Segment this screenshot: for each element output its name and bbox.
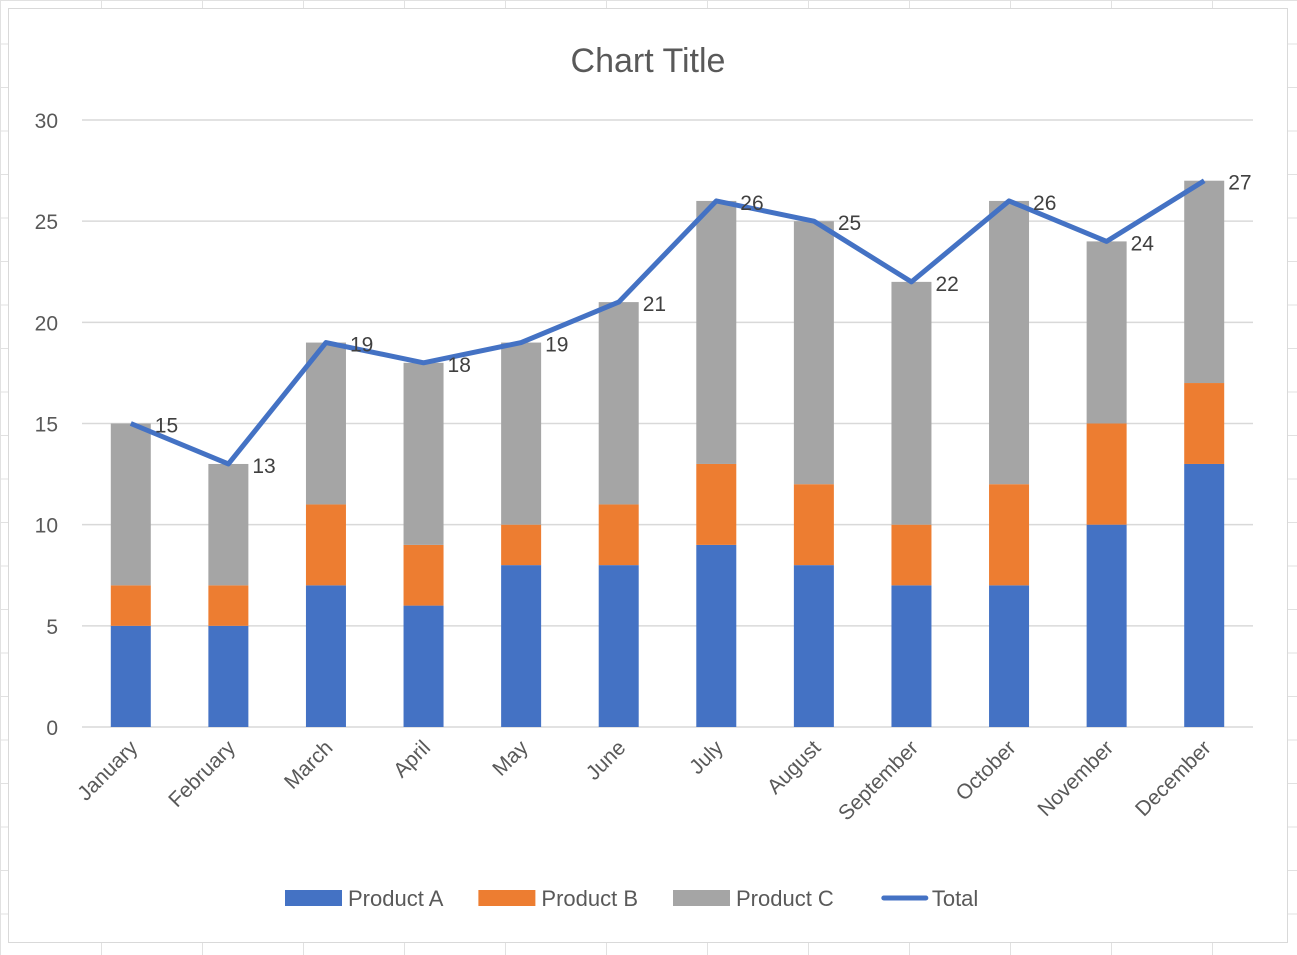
y-tick-label: 15 — [35, 414, 58, 437]
bar-product-c — [1184, 180, 1225, 384]
data-label: 22 — [935, 273, 958, 296]
bar-product-b — [208, 585, 249, 626]
bar-product-b — [793, 484, 834, 566]
bar-product-a — [208, 625, 249, 727]
legend-swatch — [673, 890, 730, 906]
bar-product-c — [501, 342, 542, 525]
data-label: 21 — [643, 293, 666, 316]
x-tick-label: July — [685, 736, 728, 779]
x-tick-label: June — [582, 736, 630, 784]
bar-product-a — [598, 565, 639, 727]
x-tick-label: August — [763, 736, 826, 799]
x-tick-label: May — [488, 736, 533, 781]
bar-product-a — [305, 585, 346, 727]
x-tick-label: December — [1131, 736, 1216, 821]
bar-product-c — [403, 362, 444, 545]
x-tick-label: March — [280, 736, 338, 794]
bar-product-a — [110, 625, 151, 727]
bar-product-a — [403, 605, 444, 727]
bar-product-b — [1086, 423, 1127, 525]
bar-product-c — [891, 281, 932, 525]
bar-product-a — [1086, 524, 1127, 727]
bar-product-c — [989, 200, 1030, 485]
y-tick-label: 20 — [35, 312, 58, 335]
x-tick-label: November — [1033, 736, 1118, 821]
legend-swatch — [478, 890, 536, 906]
x-tick-label: September — [834, 736, 923, 825]
y-tick-label: 25 — [35, 211, 58, 234]
y-tick-label: 10 — [35, 515, 58, 538]
bar-product-b — [305, 504, 346, 586]
bar-product-c — [305, 342, 346, 505]
data-label: 19 — [545, 334, 568, 357]
legend-label: Product B — [541, 886, 638, 911]
legend-label: Total — [932, 886, 978, 911]
data-label: 25 — [838, 212, 861, 235]
bar-product-c — [793, 221, 834, 485]
bar-product-a — [989, 585, 1030, 727]
bar-product-c — [1086, 241, 1127, 424]
y-tick-label: 30 — [35, 110, 58, 133]
bar-product-b — [110, 585, 151, 626]
data-label: 26 — [740, 192, 763, 215]
x-tick-label: February — [164, 736, 240, 812]
data-label: 27 — [1228, 172, 1251, 195]
legend-label: Product A — [348, 886, 444, 911]
bar-product-c — [696, 200, 737, 464]
bar-product-b — [501, 524, 542, 566]
x-tick-label: January — [73, 736, 142, 805]
line-total — [129, 178, 1206, 467]
bar-product-a — [793, 565, 834, 727]
bar-product-a — [696, 544, 737, 727]
y-tick-label: 5 — [46, 616, 58, 639]
bar-product-b — [696, 463, 737, 545]
legend-swatch — [285, 890, 342, 906]
bar-product-a — [501, 565, 542, 727]
chart-title: Chart Title — [571, 42, 726, 80]
data-label: 15 — [155, 415, 178, 438]
bar-product-b — [598, 504, 639, 566]
x-tick-label: October — [951, 736, 1020, 805]
bar-product-b — [403, 544, 444, 606]
bar-product-a — [1184, 463, 1225, 727]
bar-product-b — [891, 524, 932, 586]
bar-product-c — [208, 463, 249, 586]
bar-product-b — [1184, 383, 1225, 464]
data-label: 19 — [350, 334, 373, 357]
bar-product-c — [598, 302, 639, 505]
data-label: 26 — [1033, 192, 1056, 215]
y-tick-label: 0 — [46, 717, 58, 740]
legend-label: Product C — [736, 886, 834, 911]
bar-product-b — [989, 484, 1030, 586]
bar-product-c — [110, 423, 151, 586]
bar-product-a — [891, 585, 932, 727]
data-label: 24 — [1131, 232, 1155, 255]
x-tick-label: April — [389, 736, 435, 782]
data-label: 18 — [448, 354, 471, 377]
data-label: 13 — [252, 455, 275, 478]
